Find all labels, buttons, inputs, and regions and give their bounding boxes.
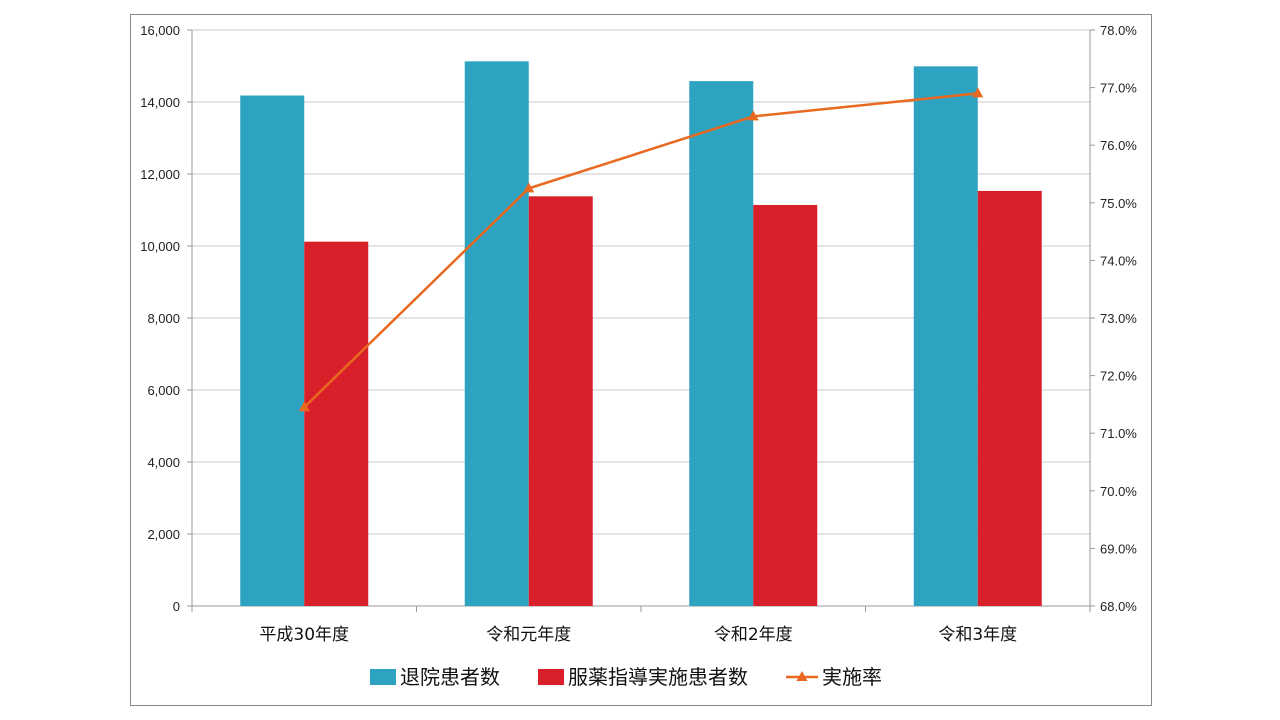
bar-counseled <box>977 190 1042 607</box>
right-axis-tick-label: 75.0% <box>1100 196 1137 211</box>
right-axis-tick-label: 68.0% <box>1100 599 1137 614</box>
category-label: 平成30年度 <box>259 625 349 645</box>
bar-discharged <box>689 81 754 607</box>
rate-point-marker <box>972 87 984 98</box>
bar-counseled <box>753 204 818 606</box>
left-axis-tick-label: 12,000 <box>140 167 180 182</box>
legend-label: 退院患者数 <box>400 665 500 689</box>
rate-line <box>303 92 978 409</box>
left-axis-tick-label: 6,000 <box>147 383 180 398</box>
left-axis-tick-label: 2,000 <box>147 527 180 542</box>
left-axis-tick-label: 16,000 <box>140 23 180 38</box>
right-axis-tick-label: 74.0% <box>1100 253 1137 268</box>
legend-swatch-bar <box>370 669 396 685</box>
right-axis-tick-label: 73.0% <box>1100 311 1137 326</box>
legend-label: 実施率 <box>822 665 882 689</box>
right-axis-tick-label: 69.0% <box>1100 541 1137 556</box>
left-axis-tick-label: 14,000 <box>140 95 180 110</box>
right-axis-tick-label: 70.0% <box>1100 484 1137 499</box>
legend-label: 服薬指導実施患者数 <box>568 665 748 689</box>
right-axis-tick-label: 72.0% <box>1100 369 1137 384</box>
category-label: 令和2年度 <box>714 625 793 645</box>
bar-counseled <box>304 241 369 606</box>
right-axis-tick-label: 71.0% <box>1100 426 1137 441</box>
category-label: 令和元年度 <box>486 625 571 645</box>
legend-swatch-bar <box>538 669 564 685</box>
left-axis-tick-label: 10,000 <box>140 239 180 254</box>
left-axis-tick-label: 8,000 <box>147 311 180 326</box>
legend-swatch-marker <box>796 671 808 681</box>
left-axis-tick-label: 0 <box>173 599 180 614</box>
bar-discharged <box>913 66 978 607</box>
category-label: 令和3年度 <box>938 625 1017 645</box>
right-axis-tick-label: 76.0% <box>1100 138 1137 153</box>
bar-discharged <box>464 61 529 606</box>
rate-point-marker <box>298 401 310 412</box>
rate-point-marker <box>747 110 759 121</box>
right-axis-tick-label: 77.0% <box>1100 81 1137 96</box>
bar-discharged <box>240 95 305 607</box>
bar-counseled <box>528 196 593 606</box>
right-axis-tick-label: 78.0% <box>1100 23 1137 38</box>
left-axis-tick-label: 4,000 <box>147 455 180 470</box>
rate-point-marker <box>523 182 535 193</box>
